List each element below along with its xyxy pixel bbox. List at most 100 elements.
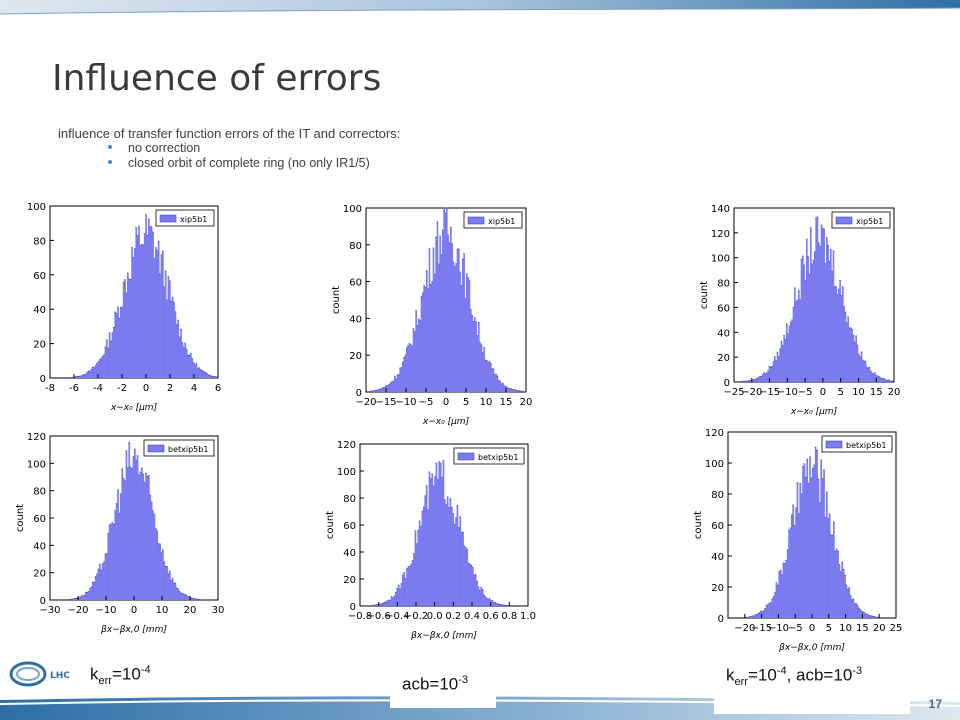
histogram-bar	[459, 516, 462, 606]
histogram-bar	[765, 605, 768, 618]
histogram-bar	[795, 507, 797, 618]
histogram-bar	[432, 247, 435, 392]
histogram-bar	[149, 495, 152, 600]
histogram-bar	[852, 335, 855, 382]
histogram-bar	[501, 604, 504, 606]
histogram-bar	[467, 277, 469, 392]
histogram-bar	[78, 597, 80, 600]
histogram-bar	[500, 604, 502, 606]
histogram-bar	[472, 567, 474, 606]
histogram-bar	[402, 575, 404, 606]
histogram-bar	[776, 352, 779, 382]
histogram-bar	[514, 389, 516, 392]
histogram-bar	[827, 245, 829, 382]
histogram-bar	[435, 236, 437, 392]
histogram-bar	[188, 596, 191, 600]
histogram-bar	[414, 530, 417, 606]
histogram-bar	[139, 472, 142, 600]
histogram-bar	[209, 375, 212, 378]
x-tick-label: −20	[734, 623, 755, 634]
histogram-bar	[417, 530, 420, 606]
histogram-bar	[880, 378, 883, 382]
histogram-bar	[794, 287, 796, 382]
histogram-bar	[76, 598, 79, 600]
histogram-bar	[768, 603, 771, 618]
histogram-bar	[159, 543, 161, 600]
histogram-bar	[170, 580, 173, 600]
histogram-bar	[188, 355, 191, 378]
x-tick-label: 2	[167, 383, 173, 394]
x-tick-label: 15	[500, 397, 513, 408]
histogram-bar	[162, 549, 164, 600]
histogram-outline	[370, 207, 524, 392]
histogram-bar	[856, 345, 859, 382]
x-tick-label: 25	[890, 623, 903, 634]
histogram-bar	[372, 391, 375, 392]
histogram-bar	[812, 260, 815, 382]
histogram-bar	[375, 390, 377, 392]
histogram-outline	[744, 446, 880, 618]
top-decorative-band	[0, 0, 960, 15]
histogram-bar	[171, 578, 174, 600]
histogram-bar	[199, 369, 202, 378]
histogram-bar	[122, 282, 125, 378]
histogram-bar	[456, 249, 459, 392]
histogram-bar	[100, 358, 103, 378]
x-tick-label: 0.4	[464, 611, 480, 622]
x-tick-label: 20	[520, 397, 533, 408]
histogram-bar	[134, 248, 136, 378]
x-tick-label: 1.0	[520, 611, 536, 622]
y-tick-label: 40	[349, 314, 362, 325]
histogram-bar	[180, 592, 182, 600]
histogram-bar	[811, 264, 813, 382]
histogram-bar	[92, 582, 94, 600]
x-tick-label: 15	[870, 387, 883, 398]
histogram-bar	[141, 467, 143, 600]
y-tick-label: 100	[711, 254, 730, 265]
x-tick-label: 10	[480, 397, 493, 408]
histogram-bar	[104, 346, 107, 378]
histogram-bar	[431, 281, 433, 392]
y-axis-label: count	[699, 281, 710, 309]
histogram-bar	[86, 372, 89, 378]
y-axis-label: count	[325, 511, 336, 539]
histogram-bar	[842, 569, 845, 618]
histogram-bar	[778, 571, 781, 618]
histogram-bar	[888, 380, 891, 382]
histogram-bar	[155, 528, 157, 600]
y-tick-label: 20	[711, 583, 724, 594]
histogram-bar	[841, 562, 844, 618]
histogram-bar	[448, 242, 451, 392]
histogram-bar	[494, 602, 497, 606]
histogram-bar	[847, 316, 849, 382]
histogram-bar	[146, 235, 149, 378]
histogram-bar	[75, 598, 77, 600]
histogram-bar	[176, 588, 178, 600]
histogram-bar	[861, 611, 863, 618]
histogram-bar	[197, 368, 199, 378]
histogram-bar	[167, 276, 170, 378]
histogram-bar	[117, 306, 119, 378]
histogram-bar	[180, 329, 182, 378]
histogram-bar	[792, 307, 795, 382]
histogram-bar	[99, 359, 101, 378]
histogram-bar	[166, 300, 168, 378]
histogram-bar	[807, 256, 809, 382]
histogram-bar	[395, 592, 397, 606]
histogram-bar	[834, 286, 836, 382]
histogram-bar	[184, 343, 187, 378]
y-tick-label: 60	[33, 514, 46, 525]
caption-kerr: kerr=10-4	[90, 664, 151, 688]
histogram-bar	[410, 564, 413, 606]
histogram-bar	[374, 390, 376, 392]
histogram-bar	[160, 254, 163, 378]
histogram-bar	[480, 345, 483, 392]
histogram-bar	[415, 310, 417, 392]
histogram-bar	[488, 598, 491, 606]
histogram-bar	[860, 351, 863, 382]
y-tick-label: 40	[33, 541, 46, 552]
histogram-bar	[185, 349, 188, 378]
histogram-bar	[476, 335, 479, 392]
histogram-bar	[131, 468, 133, 600]
